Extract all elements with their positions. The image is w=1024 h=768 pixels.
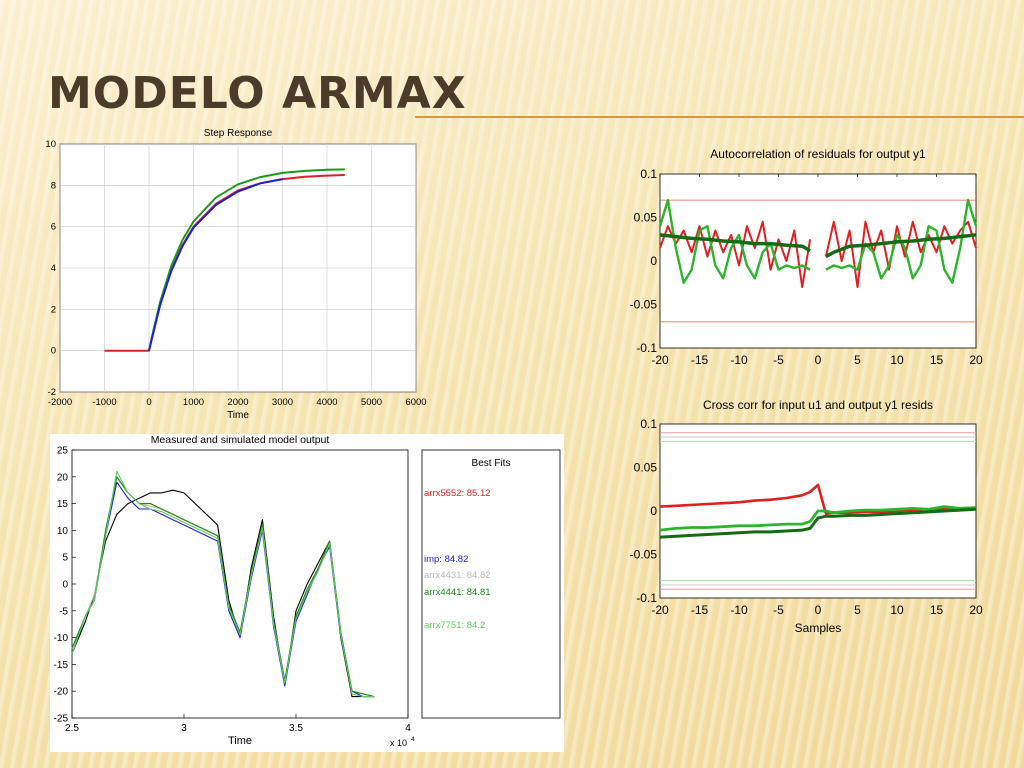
x-axis-label: Time	[227, 410, 249, 421]
best-fit-entry: imp: 84.82	[424, 554, 468, 565]
best-fit-entry: arrx4431: 84.82	[424, 570, 491, 581]
y-tick-label: -0.05	[630, 298, 658, 312]
crosscorr-panel: -20 -15 -10 -5 0 5 10 15 20 -0.1 -0.05 0 0.05 0.1 Cros…	[628, 394, 986, 644]
x-tick-label: 20	[969, 353, 983, 367]
y-tick-label: -0.1	[636, 591, 657, 605]
x-tick-label: -20	[651, 603, 669, 617]
series-line-0	[71, 489, 375, 698]
x-tick-label: 15	[930, 353, 944, 367]
series-line-2-0	[659, 233, 811, 253]
y-tick-label: 0.05	[634, 211, 658, 225]
x-tick-label: -20	[651, 353, 669, 367]
y-tick-label: 10	[45, 139, 56, 150]
x-multiplier-exponent: 4	[411, 736, 415, 743]
x-tick-label: 0	[815, 353, 822, 367]
x-axis-label: Time	[228, 735, 252, 747]
x-tick-label: 10	[890, 603, 904, 617]
x-tick-label: -1000	[92, 397, 116, 408]
x-tick-label: -10	[730, 603, 748, 617]
y-tick-label: 0.05	[634, 461, 658, 475]
cross-correlation-chart: -20 -15 -10 -5 0 5 10 15 20 -0.1 -0.05 0 0.05 0.1 Cros…	[630, 398, 983, 635]
chart-title: Cross corr for input u1 and output y1 re…	[703, 398, 933, 412]
plot-area	[659, 173, 977, 349]
x-axis-label: Samples	[795, 621, 842, 635]
x-tick-label: 3.5	[289, 723, 303, 734]
y-tick-label: 0.1	[640, 167, 657, 181]
y-tick-label: -15	[54, 660, 69, 671]
step-response-chart: -2000 -1000 0 1000 2000 3000 4000 5000 6000 -2 0 2 4…	[45, 128, 426, 421]
y-tick-label: -2	[48, 387, 56, 398]
x-tick-label: 2000	[227, 397, 248, 408]
y-tick-label: -5	[59, 606, 68, 617]
x-tick-label: 6000	[405, 397, 426, 408]
model-output-chart: 2.5 3 3.5 4 -25 -20 -15 -10 -5 0 5 10 15 20 25 Measured…	[50, 434, 564, 752]
y-tick-label: 0	[62, 580, 68, 591]
x-tick-label: -15	[691, 603, 709, 617]
x-tick-label: 4	[405, 723, 411, 734]
x-tick-label: 0	[815, 603, 822, 617]
y-tick-label: 2	[51, 304, 56, 315]
y-tick-label: 6	[51, 222, 56, 233]
x-tick-label: 5	[854, 603, 861, 617]
x-tick-label: 1000	[183, 397, 204, 408]
series-line-2	[659, 507, 977, 539]
x-multiplier: x 10	[390, 738, 407, 748]
y-tick-label: -20	[54, 687, 69, 698]
x-tick-label: -2000	[48, 397, 72, 408]
slide-title: MODELO ARMAX	[48, 68, 467, 119]
y-tick-label: 15	[57, 499, 69, 510]
step-response-panel: -2000 -1000 0 1000 2000 3000 4000 5000 6000 -2 0 2 4…	[38, 126, 430, 422]
best-fit-entry: arrx7751: 84.2	[424, 620, 485, 631]
y-tick-label: 20	[57, 472, 69, 483]
y-tick-label: -25	[54, 714, 69, 725]
y-tick-label: 0	[650, 504, 657, 518]
autocorr-panel: -20 -15 -10 -5 0 5 10 15 20 -0.1 -0.05 0 0.05 0.1 Auto…	[628, 140, 986, 378]
title-divider	[415, 116, 1024, 118]
series-line-1	[659, 505, 977, 532]
series-line-2-1	[825, 233, 977, 259]
x-tick-label: 5000	[361, 397, 382, 408]
plot-area	[71, 449, 409, 719]
chart-title: Step Response	[204, 128, 273, 139]
y-tick-label: -10	[54, 633, 69, 644]
y-tick-label: 0	[650, 254, 657, 268]
x-tick-label: 0	[146, 397, 151, 408]
series-line-0-0	[659, 220, 812, 289]
y-tick-label: 25	[57, 446, 69, 457]
y-tick-label: 10	[57, 526, 69, 537]
x-tick-label: 20	[969, 603, 983, 617]
best-fits-title: Best Fits	[472, 458, 511, 469]
series-line-2	[148, 178, 283, 351]
x-tick-label: -10	[730, 353, 748, 367]
y-tick-label: 0	[51, 346, 56, 357]
y-tick-label: 0.1	[640, 417, 657, 431]
best-fit-entry: arrx4441: 84.81	[424, 587, 491, 598]
best-fit-entry: arrx5552: 85.12	[424, 488, 491, 499]
y-tick-label: -0.05	[630, 548, 658, 562]
chart-title: Measured and simulated model output	[151, 434, 330, 446]
x-tick-label: -15	[691, 353, 709, 367]
x-tick-label: 4000	[316, 397, 337, 408]
y-tick-label: 4	[51, 263, 56, 274]
x-tick-label: 10	[890, 353, 904, 367]
x-tick-label: 3000	[272, 397, 293, 408]
y-tick-label: -0.1	[636, 341, 657, 355]
series-line-5	[71, 470, 375, 698]
x-tick-label: 3	[181, 723, 187, 734]
chart-title: Autocorrelation of residuals for output …	[710, 147, 926, 161]
x-tick-label: 5	[854, 353, 861, 367]
y-tick-label: 5	[62, 553, 68, 564]
x-tick-label: -5	[773, 603, 784, 617]
autocorrelation-chart: -20 -15 -10 -5 0 5 10 15 20 -0.1 -0.05 0 0.05 0.1 Auto…	[630, 147, 983, 367]
best-fits-box	[421, 449, 561, 719]
x-tick-label: 2.5	[65, 723, 79, 734]
x-tick-label: -5	[773, 353, 784, 367]
x-tick-label: 15	[930, 603, 944, 617]
y-tick-label: 8	[51, 180, 56, 191]
model-output-panel: 2.5 3 3.5 4 -25 -20 -15 -10 -5 0 5 10 15 20 25 Measured…	[50, 434, 564, 752]
